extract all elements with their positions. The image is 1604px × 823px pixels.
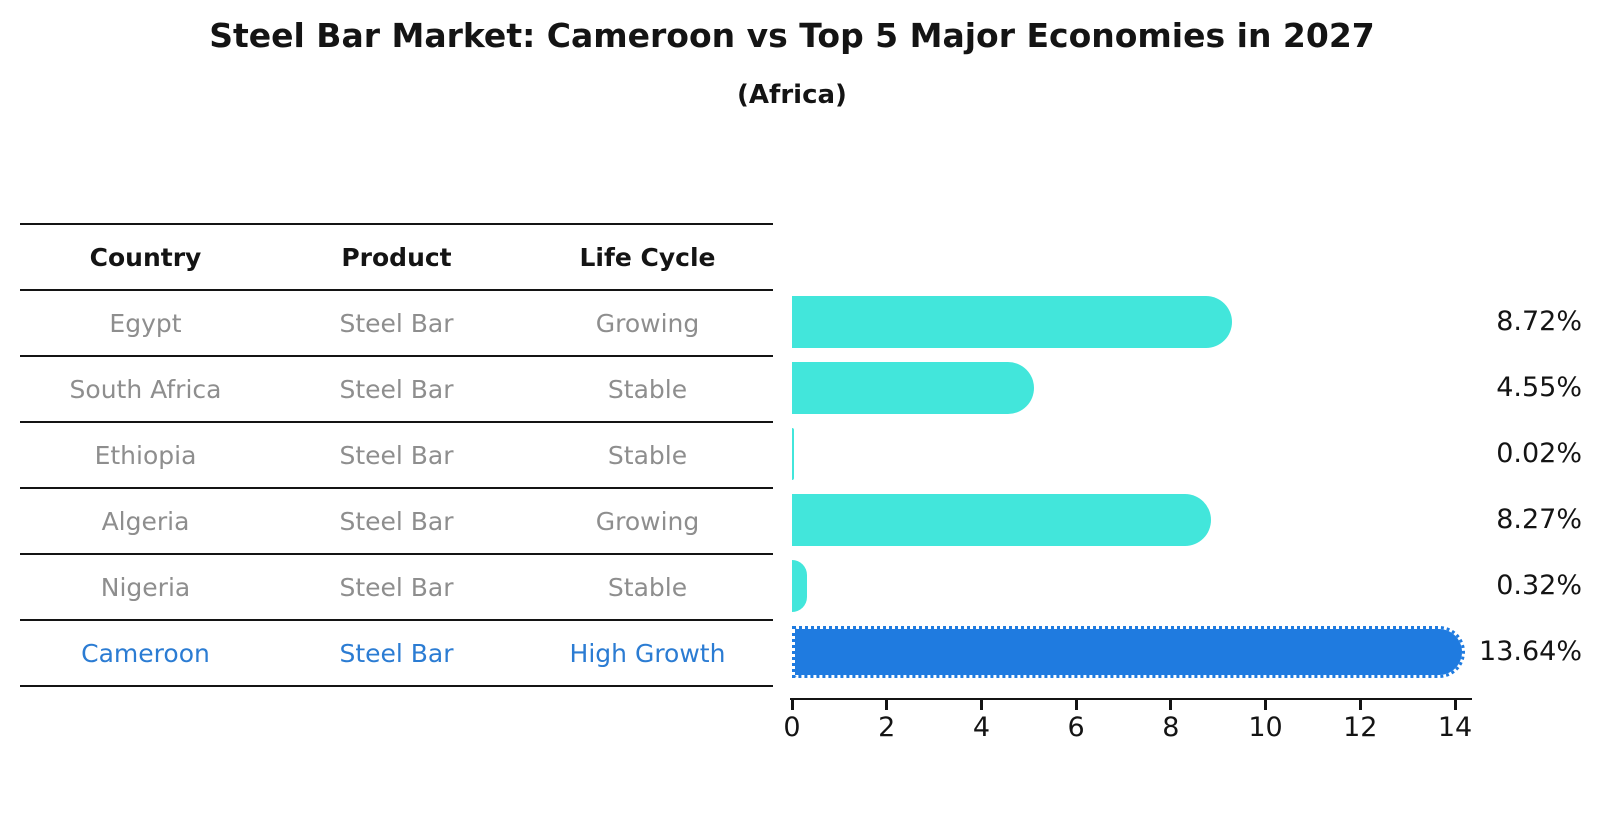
cell-country: Ethiopia [94, 440, 197, 470]
chart-subtitle: (Africa) [737, 80, 847, 110]
x-tick [885, 698, 889, 710]
cell-life-cycle: Stable [607, 440, 688, 470]
cell-product: Steel Bar [339, 638, 454, 668]
table-row: South Africa Steel Bar Stable [20, 355, 773, 421]
table-header-row: Country Product Life Cycle [20, 223, 773, 289]
bar-row [792, 487, 1492, 553]
cell-life-cycle: High Growth [569, 638, 726, 668]
x-tick-label: 8 [1162, 712, 1180, 743]
cell-life-cycle: Stable [607, 572, 688, 602]
cell-product: Steel Bar [339, 572, 454, 602]
cell-country: Cameroon [81, 638, 210, 668]
cell-country: Nigeria [100, 572, 191, 602]
value-label: 8.72% [1496, 306, 1582, 337]
x-axis-line [790, 698, 1472, 700]
x-tick-label: 2 [878, 712, 896, 743]
x-tick-label: 4 [972, 712, 991, 743]
bar-row [792, 355, 1492, 421]
value-label-column: 8.72% 4.55% 0.02% 8.27% 0.32% 13.64% [1420, 289, 1582, 685]
x-tick-label: 6 [1067, 712, 1085, 743]
table-row: Nigeria Steel Bar Stable [20, 553, 773, 619]
header-cell-country: Country [89, 242, 202, 272]
x-tick-label: 0 [783, 712, 801, 743]
table-row: Algeria Steel Bar Growing [20, 487, 773, 553]
value-label: 0.32% [1496, 570, 1582, 601]
x-tick-label: 12 [1343, 712, 1378, 743]
bar-ethiopia [792, 428, 794, 480]
x-tick [1074, 698, 1078, 710]
bar-row [792, 553, 1492, 619]
bar-row [792, 421, 1492, 487]
cell-product: Steel Bar [339, 374, 454, 404]
x-tick [1358, 698, 1362, 710]
chart-title: Steel Bar Market: Cameroon vs Top 5 Majo… [209, 16, 1375, 55]
cell-life-cycle: Growing [595, 506, 700, 536]
table-row: Cameroon Steel Bar High Growth [20, 619, 773, 685]
bar-egypt [792, 296, 1232, 348]
value-label: 13.64% [1479, 636, 1582, 667]
cell-country: South Africa [69, 374, 222, 404]
bar-row [792, 619, 1492, 685]
value-label: 0.02% [1496, 438, 1582, 469]
header-cell-life-cycle: Life Cycle [579, 242, 716, 272]
bar-cameroon [792, 626, 1465, 678]
x-tick-label: 14 [1437, 712, 1473, 743]
x-tick [790, 698, 794, 710]
cell-life-cycle: Stable [607, 374, 688, 404]
x-tick [1169, 698, 1173, 710]
cell-product: Steel Bar [339, 308, 454, 338]
x-tick [979, 698, 983, 710]
x-tick [1264, 698, 1268, 710]
bar-nigeria [792, 560, 808, 612]
x-tick [1453, 698, 1457, 710]
value-label: 4.55% [1496, 372, 1582, 403]
comparison-table: Country Product Life Cycle Egypt Steel Ba… [20, 223, 773, 687]
cell-country: Egypt [109, 308, 182, 338]
bar-south-africa [792, 362, 1035, 414]
cell-country: Algeria [101, 506, 190, 536]
table-row: Ethiopia Steel Bar Stable [20, 421, 773, 487]
table-row: Egypt Steel Bar Growing [20, 289, 773, 355]
x-tick-label: 10 [1248, 712, 1283, 743]
header-cell-product: Product [341, 242, 452, 272]
cell-life-cycle: Growing [595, 308, 700, 338]
bar-chart [792, 289, 1492, 685]
bar-algeria [792, 494, 1211, 546]
cell-product: Steel Bar [339, 506, 454, 536]
bar-row [792, 289, 1492, 355]
value-label: 8.27% [1496, 504, 1582, 535]
cell-product: Steel Bar [339, 440, 454, 470]
